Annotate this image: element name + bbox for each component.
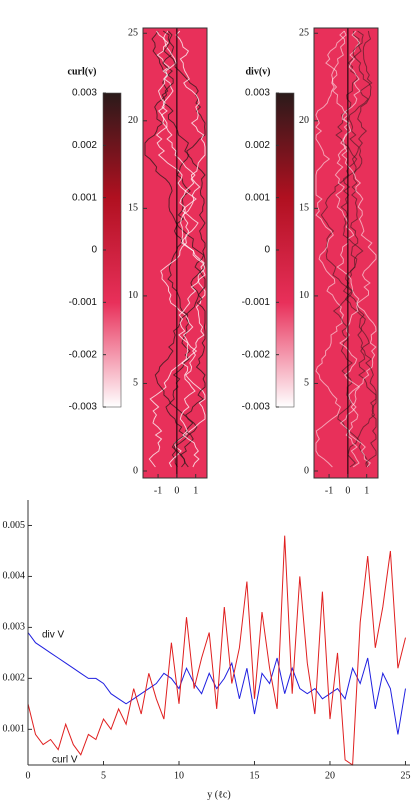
colorbar-tick-label: -0.001	[242, 297, 271, 308]
colorbar-tick-label: 0.003	[72, 88, 97, 99]
y-tick-label: 0.002	[3, 673, 26, 684]
field-streak	[148, 30, 199, 468]
x-tick-label: 1	[193, 485, 198, 496]
x-tick-label: 0	[26, 770, 31, 781]
y-tick-label: 15	[299, 203, 309, 214]
x-tick-label: 1	[364, 485, 369, 496]
y-tick-label: 0.003	[3, 622, 26, 633]
colorbar-tick-label: 0.003	[245, 88, 270, 99]
y-tick-label: 10	[299, 290, 309, 301]
y-tick-label: 0	[133, 465, 138, 476]
colorbar-tick-label: 0.001	[245, 192, 270, 203]
colorbar-title: div(v)	[246, 66, 271, 77]
colorbar-tick-label: 0.002	[72, 140, 97, 151]
x-tick-label: -1	[154, 485, 162, 496]
field-streak	[344, 30, 377, 468]
colorbar-tick-label: -0.001	[69, 297, 98, 308]
y-tick-label: 0.004	[3, 571, 26, 582]
field-streak	[332, 30, 373, 468]
colorbar-tick-label: -0.003	[242, 402, 271, 413]
y-tick-label: 20	[299, 115, 309, 126]
colorbar-tick-label: -0.002	[242, 349, 271, 360]
colorbar-tick-label: -0.003	[69, 402, 98, 413]
field-streak	[175, 30, 206, 468]
field-streak	[331, 30, 377, 468]
x-tick-label: 20	[325, 770, 335, 781]
y-tick-label: 20	[128, 115, 138, 126]
series-line	[27, 535, 406, 766]
colorbar-tick-label: -0.002	[69, 349, 98, 360]
colorbar-tick-label: 0.001	[72, 192, 97, 203]
x-tick-label: 0	[174, 485, 179, 496]
annotation: div V	[42, 630, 65, 641]
field-background	[314, 28, 378, 478]
x-tick-label: 15	[249, 770, 259, 781]
x-tick-label: 0	[345, 485, 350, 496]
y-tick-label: 25	[299, 28, 309, 39]
frame	[142, 27, 208, 479]
colorbar-tick-label: 0.002	[245, 140, 270, 151]
y-tick-label: 10	[128, 290, 138, 301]
colorbar-tick-label: 0	[91, 245, 97, 256]
x-tick-label: 25	[400, 770, 410, 781]
colorbar-title: curl(v)	[68, 66, 97, 77]
x-axis-label: y (ℓc)	[207, 789, 230, 800]
field-streak	[334, 30, 377, 468]
y-tick-label: 15	[128, 203, 138, 214]
annotation: curl V	[52, 755, 78, 766]
y-tick-label: 0	[304, 465, 309, 476]
x-tick-label: -1	[325, 485, 333, 496]
series-line	[27, 632, 406, 735]
y-tick-label: 25	[128, 28, 138, 39]
x-tick-label: 5	[101, 770, 106, 781]
y-tick-label: 0.005	[3, 520, 26, 531]
frame	[313, 27, 379, 479]
colorbar-tick-label: 0	[264, 245, 270, 256]
y-tick-label: 5	[133, 378, 138, 389]
field-streak	[154, 30, 206, 468]
y-tick-label: 0.001	[3, 724, 26, 735]
field-streak	[320, 30, 377, 468]
x-tick-label: 10	[174, 770, 184, 781]
y-tick-label: 5	[304, 378, 309, 389]
field-streak	[144, 30, 206, 468]
field-streak	[315, 30, 347, 468]
